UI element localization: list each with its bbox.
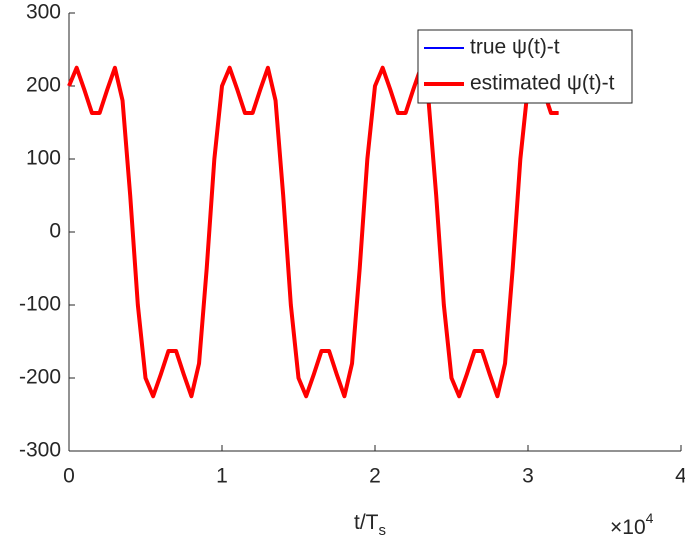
x-exponent-power: 4 [646,510,654,526]
y-tick-label: 200 [26,74,61,97]
plot-area [67,12,682,452]
x-exponent: ×104 [610,510,654,539]
y-tick-label: 0 [49,220,61,243]
y-tick-label: -300 [19,439,61,462]
x-tick-label: 0 [63,465,75,488]
y-tick-label: -100 [19,293,61,316]
y-tick-label: 100 [26,147,61,170]
legend-label: true ψ(t)-t [470,36,560,59]
x-label-main: t/T [354,511,379,534]
y-tick-label: -200 [19,366,61,389]
legend: true ψ(t)-t estimated ψ(t)-t [417,29,633,104]
x-label-sub: s [379,522,387,539]
legend-box [417,29,633,104]
x-exponent-base: ×10 [610,516,646,539]
x-tick-label: 4 [675,465,685,488]
x-tick-label: 3 [522,465,534,488]
series-line [67,65,559,399]
x-tick-label: 1 [216,465,228,488]
legend-label: estimated ψ(t)-t [470,72,615,95]
y-tick-label: 300 [26,1,61,24]
x-tick-label: 2 [369,465,381,488]
x-axis-label: t/Ts [354,511,386,539]
